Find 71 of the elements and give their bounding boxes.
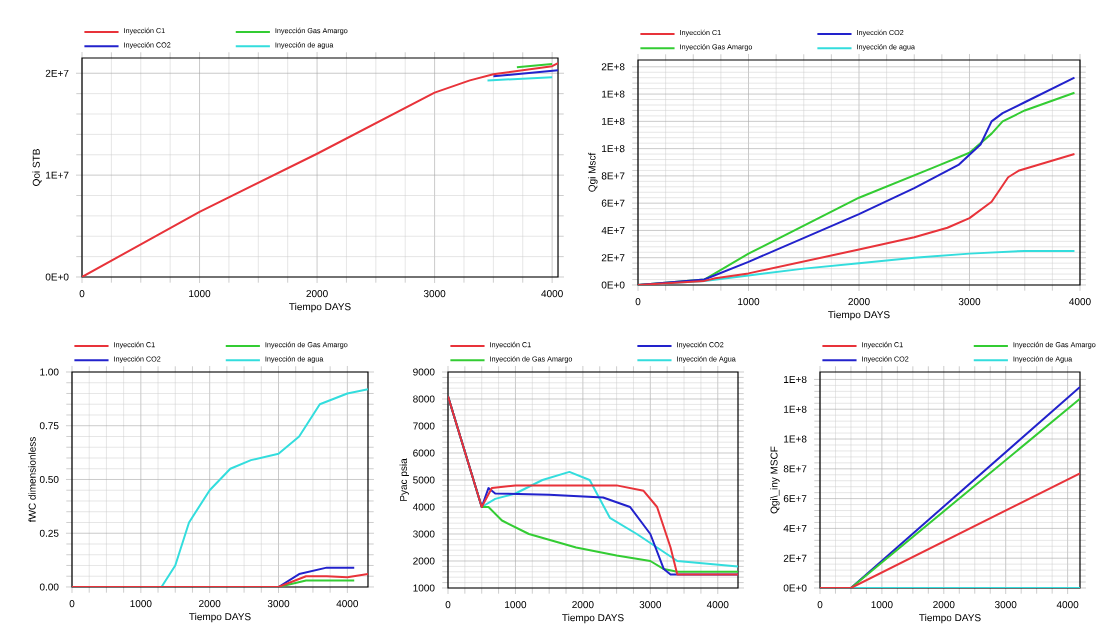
y-tick-label: 4000 [412,503,435,511]
x-tick-label: 0 [635,298,641,306]
y-axis-title: fWC dimensionless [28,437,36,523]
y-tick-label: 0E+0 [783,584,807,592]
x-tick-label: 4000 [541,290,563,298]
y-tick-label: 1E+8 [602,145,625,153]
line-series [72,573,368,587]
y-tick-label: 1000 [413,584,435,592]
y-axis-title: Qgi Mscf [588,152,598,192]
x-tick-label: 4000 [1069,298,1091,306]
y-tick-label: 2E+7 [45,69,69,77]
y-tick-label: 2E+8 [601,63,625,71]
y-axis-title: Pyac psia [399,458,409,501]
y-tick-label: 1E+8 [784,405,807,413]
y-axis-title: Qgi\_iny MSCF [770,446,780,514]
y-tick-label: 6E+7 [783,495,807,503]
y-tick-label: 9000 [413,368,435,376]
x-tick-label: 3000 [958,298,981,306]
x-tick-label: 2000 [306,290,328,298]
x-tick-label: 2000 [848,298,870,306]
y-tick-label: 1E+8 [784,435,807,443]
x-axis-title: Tiempo DAYS [189,612,251,623]
y-tick-label: 0.25 [39,529,59,537]
y-tick-label: 3000 [413,530,435,538]
line-series [638,153,1076,285]
x-tick-label: 0 [69,600,75,608]
y-tick-label: 4E+7 [601,227,625,234]
y-tick-label: 2000 [413,557,435,565]
x-axis-title: Tiempo DAYS [919,613,981,624]
x-axis-title: Tiempo DAYS [562,613,624,624]
x-tick-label: 0 [79,290,85,298]
x-tick-label: 3000 [423,290,446,298]
y-tick-label: 6E+7 [601,199,625,207]
y-tick-label: 2E+7 [783,554,807,562]
x-axis-title: Tiempo DAYS [828,310,890,321]
x-tick-label: 4000 [336,600,359,608]
y-tick-label: 1.00 [40,368,59,376]
x-tick-label: 3000 [267,600,290,608]
y-tick-label: 0.00 [39,583,59,591]
y-tick-label: 0.50 [39,475,59,484]
x-tick-label: 4000 [706,601,729,609]
x-tick-label: 4000 [1056,601,1079,609]
y-axis-title: Qoi STB [32,149,42,186]
x-tick-label: 2000 [199,600,221,608]
y-tick-label: 0E+0 [45,273,69,281]
y-tick-label: 0E+0 [601,281,625,289]
y-tick-label: 1E+8 [784,375,807,383]
y-tick-label: 0.75 [39,422,59,430]
x-tick-label: 0 [445,601,451,609]
y-tick-label: 1E+8 [602,117,625,125]
x-tick-label: 1000 [505,601,527,609]
y-tick-label: 8E+7 [783,465,807,473]
x-tick-label: 2000 [933,601,955,609]
y-tick-label: 8E+7 [601,172,625,180]
x-tick-label: 3000 [639,601,662,609]
y-tick-label: 6000 [413,449,435,457]
x-tick-label: 1000 [130,600,152,608]
y-tick-label: 4E+7 [783,524,807,532]
y-tick-label: 2E+7 [601,254,625,262]
x-tick-label: 2000 [572,601,594,609]
x-tick-label: 0 [817,601,823,609]
y-tick-label: 8000 [413,395,435,403]
y-tick-label: 7000 [413,422,435,430]
y-tick-label: 1E+8 [602,90,625,98]
x-axis-title: Tiempo DAYS [289,302,351,313]
x-tick-label: 3000 [994,601,1017,609]
x-tick-label: 1000 [738,298,760,306]
x-tick-label: 1000 [871,601,893,609]
y-tick-label: 1E+7 [46,171,69,179]
y-tick-label: 5000 [413,476,435,484]
x-tick-label: 1000 [189,290,211,298]
